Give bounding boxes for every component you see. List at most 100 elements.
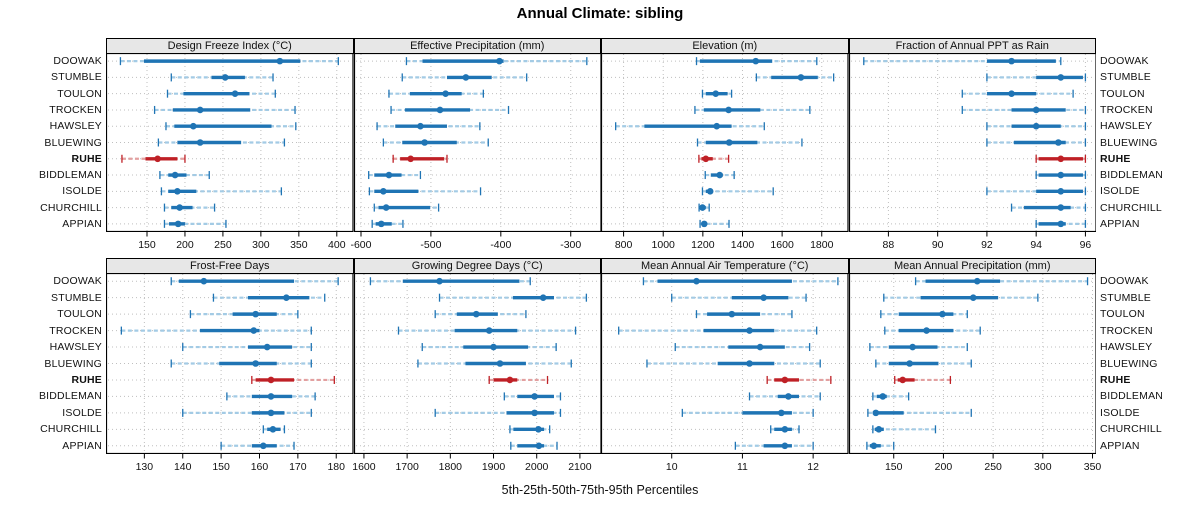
median-dot	[472, 310, 480, 318]
series-trocken-mean-annual-air-temperature-c	[618, 326, 818, 335]
median-dot	[1056, 188, 1064, 195]
series-toulon-frost-free-days	[189, 310, 299, 319]
tick-label: 11	[737, 461, 748, 473]
site-label-bluewing: BLUEWING	[44, 136, 102, 149]
median-dot	[196, 106, 204, 114]
median-dot	[1032, 106, 1039, 114]
series-biddleman-elevation-m	[704, 171, 735, 180]
median-dot	[174, 220, 182, 228]
site-label-stumble: STUMBLE	[51, 291, 102, 304]
site-label-isolde: ISOLDE	[62, 185, 102, 198]
median-dot	[712, 90, 720, 97]
median-dot	[416, 122, 424, 130]
median-dot	[231, 90, 239, 97]
site-label-bluewing: BLUEWING	[44, 357, 102, 370]
series-hawsley-elevation-m	[615, 122, 765, 131]
tick-label: 130	[136, 461, 154, 473]
series-toulon-fraction-of-annual-ppt-as-rain	[961, 89, 1074, 98]
site-label-toulon: TOULON	[1100, 87, 1145, 100]
median-dot	[436, 106, 443, 114]
series-stumble-effective-precipitation-mm	[401, 73, 527, 82]
median-dot	[778, 409, 785, 417]
series-trocken-fraction-of-annual-ppt-as-rain	[961, 105, 1086, 114]
tick-label: 800	[615, 239, 633, 251]
median-dot	[905, 360, 913, 367]
median-dot	[252, 360, 259, 367]
x-axis-mean-annual-air-temperature-c: 10 11 12	[666, 454, 819, 473]
median-dot	[435, 277, 443, 285]
tick-label: 94	[1030, 239, 1042, 251]
site-label-churchill: CHURCHILL	[40, 423, 102, 436]
panel-plot-mean-annual-air-temperature-c	[601, 273, 849, 454]
tick-label: 180	[327, 461, 345, 473]
series-trocken-effective-precipitation-mm	[389, 105, 509, 114]
median-dot	[535, 442, 542, 450]
panel-plot-frost-free-days	[106, 273, 354, 454]
site-label-trocken: TROCKEN	[1100, 324, 1153, 337]
median-dot	[1032, 122, 1039, 130]
tick-label: 150	[884, 461, 902, 473]
series-appian-fraction-of-annual-ppt-as-rain	[1035, 219, 1086, 228]
series-ruhe-growing-degree-days-c	[488, 375, 548, 384]
site-label-hawsley: HAWSLEY	[49, 341, 102, 354]
series-bluewing-fraction-of-annual-ppt-as-rain	[985, 138, 1086, 147]
median-dot	[530, 409, 538, 417]
series-isolde-growing-degree-days-c	[434, 408, 561, 417]
series-bluewing-frost-free-days	[170, 359, 312, 368]
site-label-stumble: STUMBLE	[1100, 71, 1151, 84]
tick-label: 92	[981, 239, 993, 251]
median-dot	[693, 277, 700, 285]
site-label-appian: APPIAN	[62, 439, 102, 452]
site-label-doowak: DOOWAK	[1100, 55, 1149, 68]
series-isolde-design-freeze-index-c	[160, 187, 283, 196]
median-dot	[441, 90, 449, 97]
site-label-toulon: TOULON	[1100, 308, 1145, 321]
page-title: Annual Climate: sibling	[516, 5, 684, 22]
panel-header-fraction-of-annual-ppt-as-rain: Fraction of Annual PPT as Rain	[848, 38, 1096, 54]
site-label-toulon: TOULON	[57, 308, 102, 321]
median-dot	[760, 294, 767, 301]
median-dot	[700, 220, 708, 228]
tick-label: 1200	[691, 239, 715, 251]
series-churchill-growing-degree-days-c	[508, 425, 550, 434]
series-bluewing-growing-degree-days-c	[416, 359, 572, 368]
median-dot	[250, 327, 258, 334]
median-dot	[171, 171, 179, 179]
median-dot	[969, 294, 977, 301]
tick-label: 1800	[810, 239, 834, 251]
series-churchill-design-freeze-index-c	[163, 203, 216, 212]
series-doowak-design-freeze-index-c	[119, 57, 339, 66]
series-biddleman-effective-precipitation-mm	[367, 171, 421, 180]
median-dot	[267, 409, 275, 417]
median-dot	[756, 343, 764, 351]
series-toulon-growing-degree-days-c	[434, 310, 527, 319]
site-label-ruhe: RUHE	[1100, 152, 1131, 165]
panel-header-mean-annual-air-temperature-c: Mean Annual Air Temperature (°C)	[601, 258, 849, 274]
series-bluewing-elevation-m	[696, 138, 803, 147]
median-dot	[728, 310, 736, 318]
series-stumble-frost-free-days	[212, 293, 326, 302]
series-isolde-mean-annual-precipitation-mm	[866, 408, 972, 417]
median-dot	[1056, 220, 1064, 228]
site-label-doowak: DOOWAK	[1100, 275, 1149, 288]
site-label-ruhe: RUHE	[71, 152, 102, 165]
series-biddleman-growing-degree-days-c	[503, 392, 561, 401]
x-axis-elevation-m: 800 1000 1200 1400 1600 1800	[615, 232, 834, 251]
series-stumble-fraction-of-annual-ppt-as-rain	[985, 73, 1086, 82]
tick-label: 2000	[525, 461, 549, 473]
tick-label: 1600	[352, 461, 376, 473]
series-doowak-elevation-m	[695, 57, 818, 66]
site-label-isolde: ISOLDE	[1100, 185, 1140, 198]
site-label-hawsley: HAWSLEY	[1100, 341, 1153, 354]
tick-label: -500	[420, 239, 441, 251]
median-dot	[973, 277, 981, 285]
median-dot	[706, 188, 714, 195]
series-appian-growing-degree-days-c	[509, 441, 558, 450]
series-doowak-mean-annual-precipitation-mm	[914, 277, 1088, 286]
site-label-biddleman: BIDDLEMAN	[38, 169, 102, 182]
series-ruhe-mean-annual-precipitation-mm	[893, 375, 951, 384]
median-dot	[785, 393, 792, 400]
series-ruhe-effective-precipitation-mm	[392, 154, 448, 163]
median-dot	[382, 204, 389, 211]
series-doowak-growing-degree-days-c	[369, 277, 531, 286]
